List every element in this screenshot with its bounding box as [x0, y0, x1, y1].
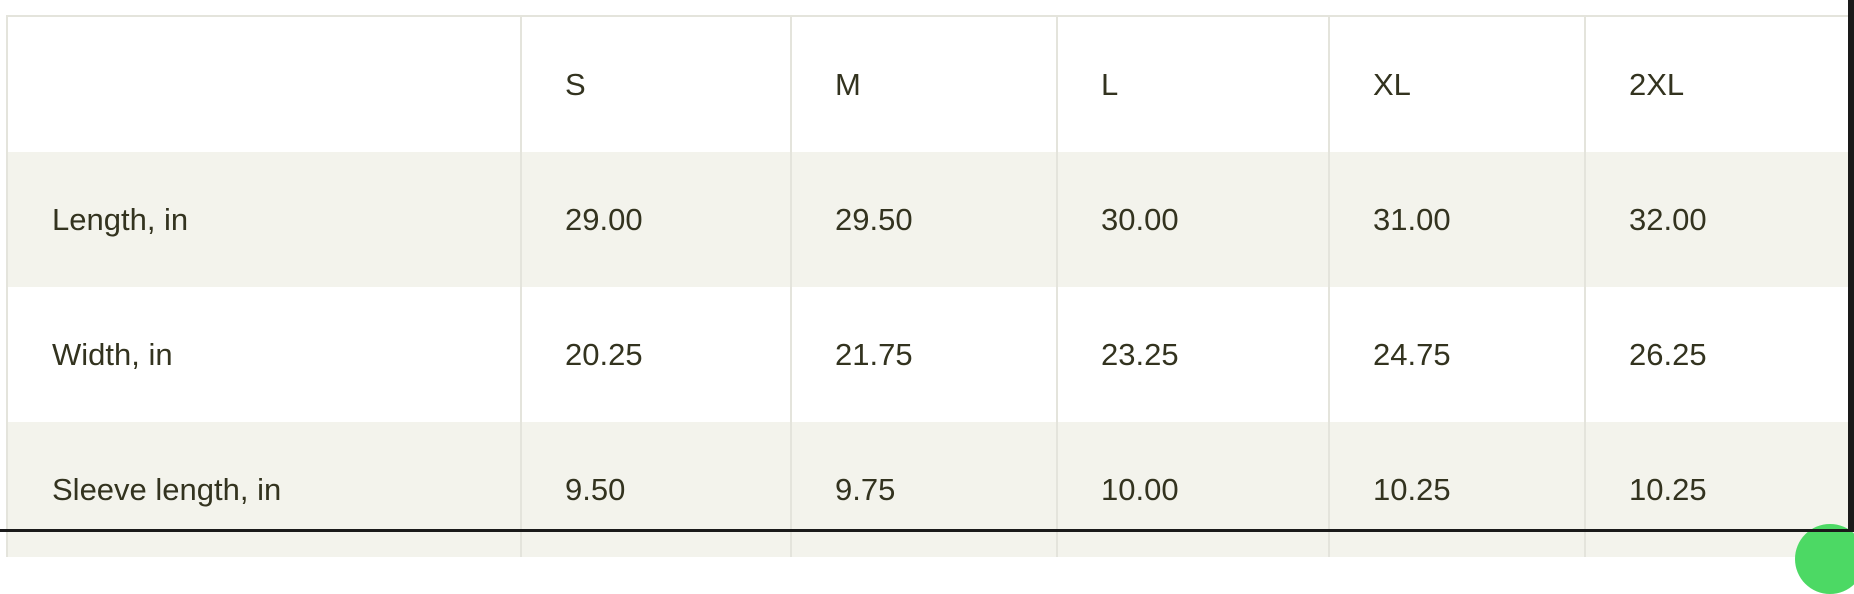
table-cell: 21.75 — [791, 287, 1058, 422]
size-chart-container: S M L XL 2XL Length, in 29.00 29.50 30.0… — [6, 15, 1854, 557]
table-cell: 10.25 — [1329, 422, 1586, 557]
table-cell: 29.00 — [521, 152, 792, 287]
chat-launcher-button[interactable] — [1795, 524, 1854, 594]
table-cell: 23.25 — [1057, 287, 1330, 422]
table-cell: 9.75 — [791, 422, 1058, 557]
header-cell-empty — [7, 16, 522, 152]
table-cell: 29.50 — [791, 152, 1058, 287]
table-row: Length, in 29.00 29.50 30.00 31.00 32.00 — [7, 152, 1854, 287]
row-label: Sleeve length, in — [7, 422, 522, 557]
header-cell-xl: XL — [1329, 16, 1586, 152]
table-row: Sleeve length, in 9.50 9.75 10.00 10.25 … — [7, 422, 1854, 557]
header-cell-m: M — [791, 16, 1058, 152]
row-label: Width, in — [7, 287, 522, 422]
header-cell-l: L — [1057, 16, 1330, 152]
row-label: Length, in — [7, 152, 522, 287]
window-edge-bottom — [0, 529, 1854, 532]
table-cell: 10.00 — [1057, 422, 1330, 557]
table-cell: 24.75 — [1329, 287, 1586, 422]
table-cell: 9.50 — [521, 422, 792, 557]
table-cell: 31.00 — [1329, 152, 1586, 287]
window-edge — [1848, 0, 1854, 532]
table-cell: 32.00 — [1585, 152, 1854, 287]
table-header-row: S M L XL 2XL — [7, 16, 1854, 152]
header-cell-2xl: 2XL — [1585, 16, 1854, 152]
table-cell: 30.00 — [1057, 152, 1330, 287]
size-chart-table: S M L XL 2XL Length, in 29.00 29.50 30.0… — [6, 15, 1854, 557]
table-cell: 20.25 — [521, 287, 792, 422]
table-row: Width, in 20.25 21.75 23.25 24.75 26.25 — [7, 287, 1854, 422]
header-cell-s: S — [521, 16, 792, 152]
table-cell: 26.25 — [1585, 287, 1854, 422]
